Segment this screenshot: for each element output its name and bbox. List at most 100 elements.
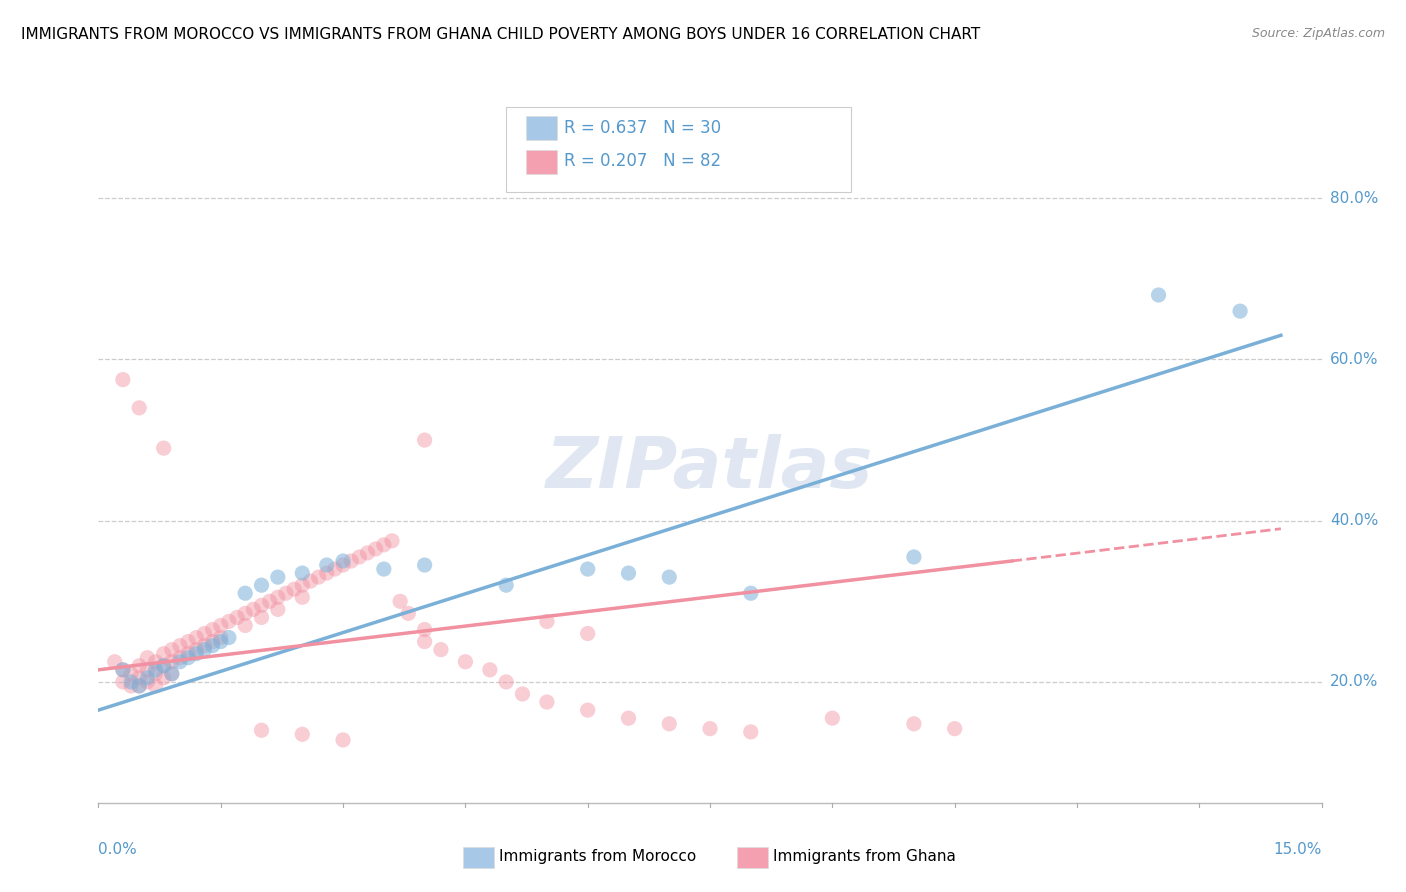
Text: 40.0%: 40.0% [1330, 513, 1378, 528]
Point [308, 570, 330, 584]
Point [169, 639, 191, 653]
Point [332, 733, 354, 747]
Point [226, 610, 249, 624]
Point [495, 674, 517, 689]
Point [250, 723, 273, 738]
Point [821, 711, 844, 725]
Point [111, 373, 134, 387]
Point [120, 674, 142, 689]
Text: R = 0.207   N = 82: R = 0.207 N = 82 [564, 153, 721, 170]
Point [267, 591, 290, 605]
Point [136, 674, 159, 689]
Point [267, 602, 290, 616]
Text: 80.0%: 80.0% [1330, 191, 1378, 206]
Point [152, 647, 174, 661]
Point [160, 655, 183, 669]
Point [389, 594, 412, 608]
Point [152, 658, 174, 673]
Point [160, 642, 183, 657]
Point [111, 663, 134, 677]
Point [576, 703, 599, 717]
Text: 20.0%: 20.0% [1330, 674, 1378, 690]
Point [104, 655, 127, 669]
Point [413, 623, 436, 637]
Text: 60.0%: 60.0% [1330, 352, 1378, 367]
Text: Source: ZipAtlas.com: Source: ZipAtlas.com [1251, 27, 1385, 40]
Point [250, 578, 273, 592]
Point [177, 650, 200, 665]
Point [128, 658, 150, 673]
Point [136, 671, 159, 685]
Point [250, 599, 273, 613]
Point [576, 626, 599, 640]
Point [658, 570, 681, 584]
Point [160, 666, 183, 681]
Point [120, 666, 142, 681]
Point [903, 716, 925, 731]
Point [193, 642, 215, 657]
Text: Immigrants from Ghana: Immigrants from Ghana [773, 849, 956, 863]
Point [291, 591, 314, 605]
Point [323, 562, 346, 576]
Point [699, 722, 721, 736]
Point [145, 666, 167, 681]
Point [740, 724, 762, 739]
Point [120, 679, 142, 693]
Point [201, 634, 224, 648]
Point [1147, 288, 1170, 302]
Text: IMMIGRANTS FROM MOROCCO VS IMMIGRANTS FROM GHANA CHILD POVERTY AMONG BOYS UNDER : IMMIGRANTS FROM MOROCCO VS IMMIGRANTS FR… [21, 27, 980, 42]
Point [177, 647, 200, 661]
Point [193, 626, 215, 640]
Point [111, 663, 134, 677]
Point [291, 578, 314, 592]
Point [349, 549, 371, 564]
Point [169, 650, 191, 665]
Point [152, 671, 174, 685]
Point [152, 658, 174, 673]
Point [373, 538, 395, 552]
Point [356, 546, 378, 560]
Point [283, 582, 305, 597]
Text: ZIPatlas: ZIPatlas [547, 434, 873, 503]
Point [128, 671, 150, 685]
Point [299, 574, 322, 589]
Point [136, 650, 159, 665]
Point [201, 623, 224, 637]
Point [658, 716, 681, 731]
Point [111, 674, 134, 689]
Point [128, 679, 150, 693]
Point [291, 727, 314, 741]
Point [218, 631, 240, 645]
Point [152, 441, 174, 455]
Point [233, 586, 256, 600]
Point [186, 642, 208, 657]
Point [242, 602, 264, 616]
Point [430, 642, 453, 657]
Point [128, 679, 150, 693]
Point [943, 722, 966, 736]
Point [396, 607, 419, 621]
Point [201, 639, 224, 653]
Point [186, 631, 208, 645]
Point [209, 618, 232, 632]
Point [454, 655, 477, 669]
Point [332, 554, 354, 568]
Text: 15.0%: 15.0% [1274, 842, 1322, 856]
Point [136, 663, 159, 677]
Point [1229, 304, 1251, 318]
Text: R = 0.637   N = 30: R = 0.637 N = 30 [564, 119, 721, 136]
Point [381, 533, 404, 548]
Point [373, 562, 395, 576]
Point [576, 562, 599, 576]
Point [291, 566, 314, 580]
Point [364, 541, 387, 556]
Point [160, 666, 183, 681]
Point [536, 695, 558, 709]
Point [169, 655, 191, 669]
Point [617, 711, 640, 725]
Point [186, 647, 208, 661]
Point [267, 570, 290, 584]
Point [332, 558, 354, 572]
Point [233, 607, 256, 621]
Point [274, 586, 297, 600]
